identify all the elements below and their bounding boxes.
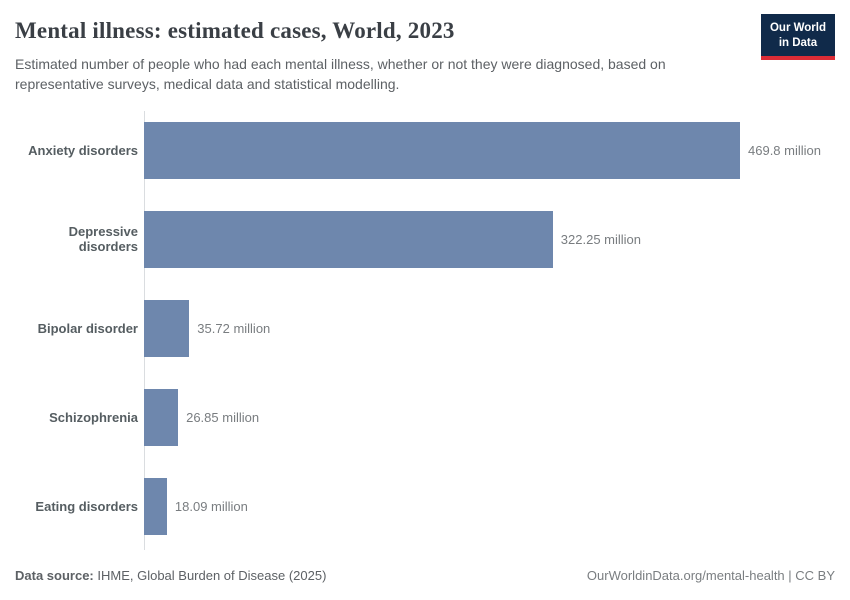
category-label: Schizophrenia <box>49 409 138 425</box>
bar[interactable] <box>144 210 553 268</box>
chart-footer: Data source: IHME, Global Burden of Dise… <box>15 568 835 583</box>
value-label: 322.25 million <box>560 231 642 247</box>
header-text-block: Mental illness: estimated cases, World, … <box>15 16 715 95</box>
data-source-label: Data source: <box>15 567 94 583</box>
owid-logo-line2: in Data <box>778 36 818 49</box>
bar-row: Bipolar disorder 35.72 million <box>15 299 835 357</box>
value-label: 26.85 million <box>186 409 260 425</box>
value-label: 469.8 million <box>748 142 821 158</box>
chart-subtitle: Estimated number of people who had each … <box>15 56 666 93</box>
category-label: Depressive disorders <box>68 224 138 255</box>
category-label: Anxiety disorders <box>28 142 138 158</box>
bar[interactable] <box>144 477 167 535</box>
bar[interactable] <box>144 299 190 357</box>
category-label: Bipolar disorder <box>37 320 138 336</box>
chart-header: Mental illness: estimated cases, World, … <box>15 14 835 95</box>
bar-cell: 18.09 million <box>144 477 248 535</box>
page-title: Mental illness: estimated cases, World, … <box>15 18 455 43</box>
value-label: 18.09 million <box>174 498 248 514</box>
data-source-text: IHME, Global Burden of Disease (2025) <box>93 567 327 583</box>
data-source: Data source: IHME, Global Burden of Dise… <box>15 568 326 583</box>
bar[interactable] <box>144 388 179 446</box>
bar-row: Anxiety disorders 469.8 million <box>15 121 835 179</box>
bar-cell: 35.72 million <box>144 299 271 357</box>
bar-cell: 26.85 million <box>144 388 260 446</box>
category-label: Eating disorders <box>35 498 138 514</box>
bar[interactable] <box>144 121 740 179</box>
bar-cell: 322.25 million <box>144 210 642 268</box>
owid-logo-line1: Our World <box>769 22 826 34</box>
bar-chart: Anxiety disorders 469.8 million Depressive… <box>15 110 835 550</box>
bar-cell: 469.8 million <box>144 121 821 179</box>
value-label: 35.72 million <box>197 320 271 336</box>
bar-row: Schizophrenia 26.85 million <box>15 388 835 446</box>
bar-rows: Anxiety disorders 469.8 million Depressive… <box>15 121 835 535</box>
footer-link[interactable]: OurWorldinData.org/mental-health | CC BY <box>586 567 835 583</box>
owid-logo[interactable]: Our World in Data <box>760 14 835 60</box>
bar-row: Eating disorders 18.09 million <box>15 477 835 535</box>
bar-row: Depressive disorders 322.25 million <box>15 210 835 268</box>
